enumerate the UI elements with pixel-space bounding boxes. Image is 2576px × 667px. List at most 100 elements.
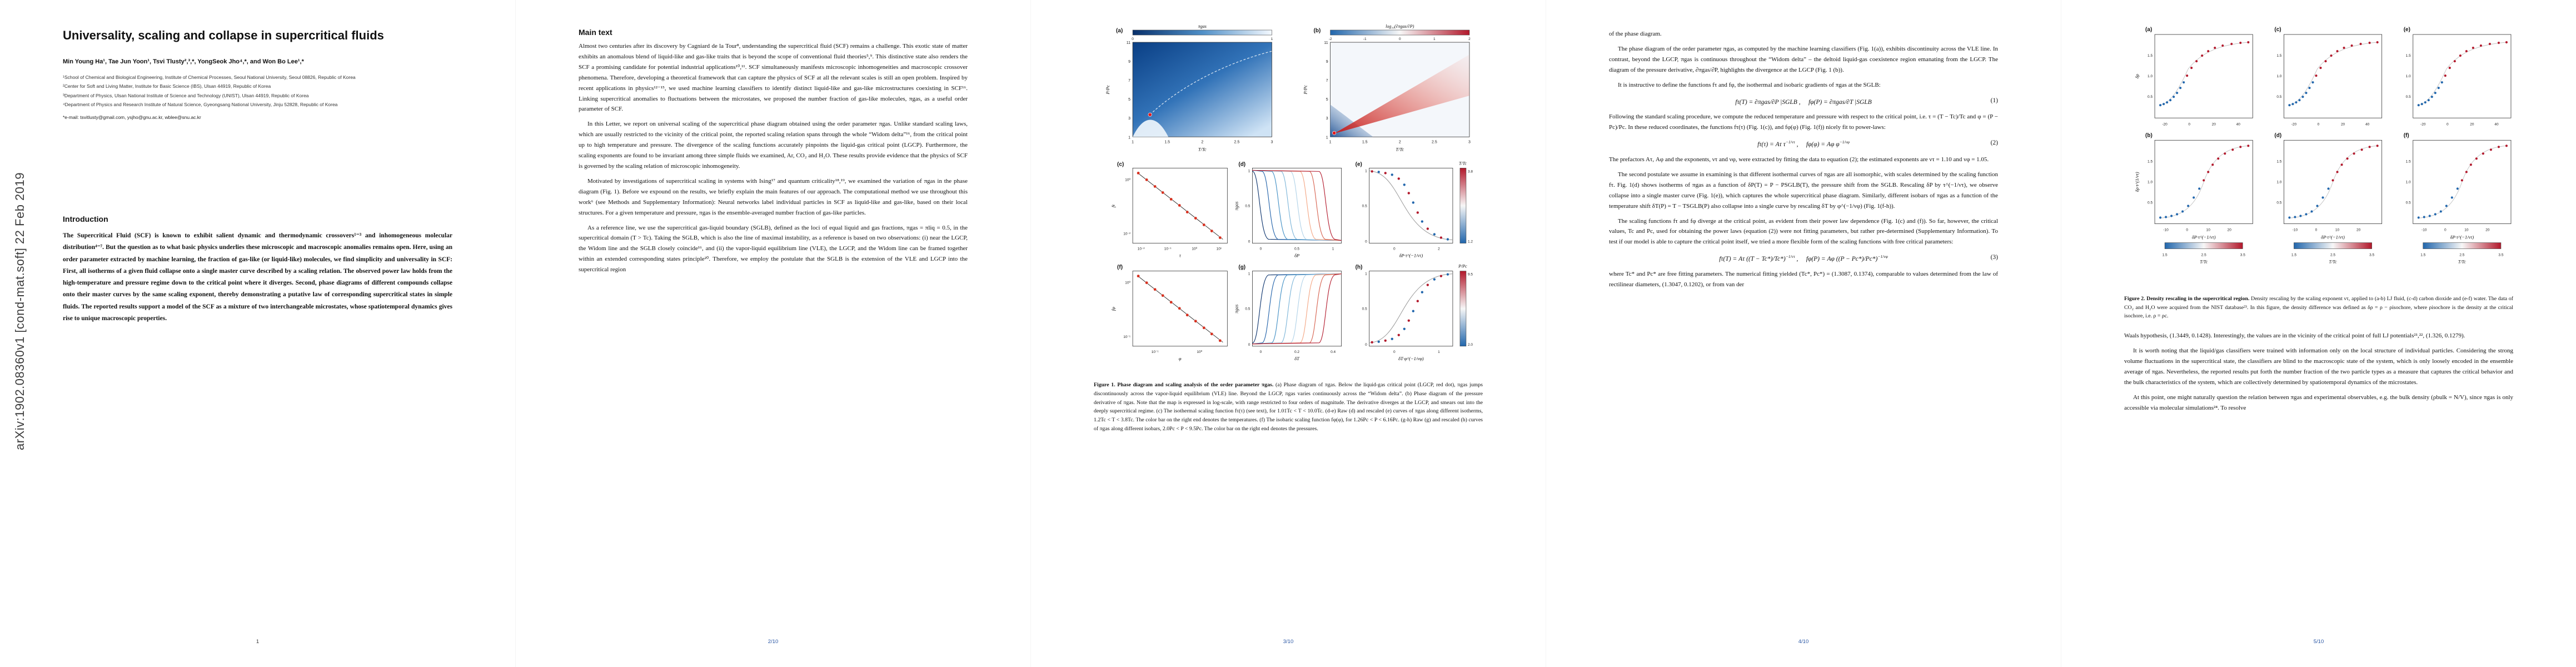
axis-tick-label: -10 (2293, 228, 2298, 232)
collapsed-isotherms-panel (1369, 167, 1453, 243)
fig1-panel-g: (g) 1 0.5 (1233, 265, 1342, 361)
equation-2: fτ(τ) = Aτ τ−1/ντ , fφ(φ) = Aφ φ−1/νφ (2… (1609, 140, 1998, 148)
temperature-colorbar (2294, 242, 2372, 249)
axis-tick-label: 0 (1248, 343, 1250, 347)
y-axis-label: πgas (1233, 304, 1239, 313)
axis-tick-label: 1.0 (2406, 74, 2411, 78)
colorbar (1132, 29, 1272, 36)
axis-tick-label: 0.5 (2406, 95, 2411, 99)
body-paragraph: As a reference line, we use the supercri… (579, 224, 968, 273)
colorbar-tick: 2.5 (2330, 253, 2335, 257)
section-heading-introduction: Introduction (63, 214, 108, 223)
axis-tick-label: 1 (1248, 272, 1250, 276)
body-paragraph: Waals hypothesis, (1.3449, 0.1428). Inte… (2124, 332, 2465, 340)
panel-letter: (e) (1356, 161, 1362, 167)
figure-1-block: (a) πgas 0 1 1 1.5 2 2.5 3 (1094, 22, 1483, 434)
axis-tick-label: 3 (1271, 140, 1273, 144)
axis-tick-label: 10⁰ (1125, 177, 1130, 182)
panel-letter: (c) (2274, 27, 2281, 33)
figure-1-caption-text: (a) Phase diagram of πgas. Below the liq… (1094, 381, 1483, 432)
body-paragraph: The scaling functions fτ and fφ diverge … (1609, 217, 1998, 246)
colorbar-tick: 2.5 (2201, 253, 2206, 257)
isobars-panel (1252, 271, 1342, 347)
axis-tick-label: 1 (1248, 169, 1250, 173)
body-paragraph: It is instructive to define the function… (1618, 81, 1881, 88)
colorbar-tick: 2.5 (2459, 253, 2464, 257)
colorbar-label: T/Tc (2200, 260, 2208, 265)
email-line: *e-mail: tsvitlusty@gmail.com, ysjho@gnu… (63, 114, 201, 120)
colorbar-tick: 1.5 (2163, 253, 2168, 257)
fig1-panel-b: (b) log₁₀(∂πgas/∂P) -2 -1 0 1 2 1 1.5 (1303, 24, 1471, 152)
axis-tick-label: 1 (1438, 350, 1440, 354)
panel-letter: (d) (1238, 161, 1245, 167)
equation-number: (3) (1990, 254, 1998, 261)
scatter-points (1371, 273, 1449, 344)
colorbar-tick: 2.0 (1468, 343, 1473, 347)
isobar-curves (1252, 273, 1342, 345)
fig1-panel-a: (a) πgas 0 1 1 1.5 2 2.5 3 (1105, 24, 1273, 152)
axis-tick-label: 2 (1399, 140, 1401, 144)
colorbar-label: T/Tc (2329, 260, 2337, 265)
affiliations: ¹School of Chemical and Biological Engin… (63, 74, 452, 109)
panel-letter: (c) (1117, 161, 1124, 167)
equation-text: , fφ(φ) = Aφ φ (1795, 141, 1840, 148)
temperature-colorbar (1459, 168, 1467, 243)
fig1-panel-c: (c) 10⁰ 10⁻² 10⁻² 10⁻¹ 10⁰ 10¹ τ fτ (1110, 161, 1228, 258)
axis-tick-label: 1.0 (2406, 180, 2411, 184)
axis-tick-label: 0 (1393, 350, 1396, 354)
colorbar-tick: -2 (1329, 37, 1332, 41)
axis-tick-label: 20 (2485, 228, 2490, 232)
body-paragraph: where Tc* and Pc* are free fitting param… (1609, 271, 1998, 288)
colorbar-label: P/Pc (1458, 264, 1467, 269)
colorbar-tick: 1.5 (2420, 253, 2425, 257)
axis-tick-label: 1.5 (2148, 160, 2153, 163)
x-axis-label: δT·φ^(−1/νφ) (1398, 356, 1424, 361)
page-1: arXiv:1902.08360v1 [cond-mat.soft] 22 Fe… (0, 0, 515, 667)
body-paragraph: Almost two centuries after its discovery… (579, 43, 968, 113)
panel-letter: (a) (1116, 28, 1123, 34)
panel-letter: (f) (1117, 265, 1123, 271)
x-axis-label: τ (1179, 253, 1182, 258)
x-axis-label: δP·τ^(−1/ντ) (2450, 235, 2474, 240)
axis-tick-label: 11 (1127, 41, 1130, 45)
colorbar-tick: 3.5 (2369, 253, 2374, 257)
widom-line (1149, 51, 1272, 115)
figure-1-caption-title: Figure 1. Phase diagram and scaling anal… (1094, 381, 1276, 388)
axis-tick-label: -20 (2420, 122, 2426, 126)
colorbar-tick: 9.5 (1468, 273, 1473, 277)
page-4: of the phase diagram. The phase diagram … (1546, 0, 2061, 667)
axis-tick-label: 1 (1332, 247, 1334, 251)
axis-tick-label: 9 (1128, 60, 1130, 64)
body-paragraph: of the phase diagram. (1609, 31, 1662, 37)
axis-tick-label: 1.0 (2276, 74, 2281, 78)
axis-tick-label: 7 (1128, 79, 1130, 83)
fig1-panel-d: (d) 1 0.5 (1233, 161, 1342, 258)
axis-tick-label: 0.5 (1362, 307, 1367, 311)
axis-tick-label: 0.2 (1294, 350, 1299, 354)
axis-tick-label: 0.5 (2276, 95, 2281, 99)
temperature-colorbar (2164, 242, 2243, 249)
equation-text: fτ(T) = ∂πgas/∂P |SGLB (1735, 98, 1797, 106)
panel-letter: (b) (2145, 132, 2153, 138)
y-axis-label: πgas (1233, 201, 1239, 211)
axis-tick-label: 10¹ (1217, 247, 1222, 251)
page-number: 1 (256, 639, 260, 645)
colorbar (1330, 29, 1470, 36)
axis-tick-label: 0 (1365, 240, 1367, 244)
axis-tick-label: 1 (1329, 140, 1332, 144)
y-axis-label: fφ (1110, 307, 1116, 311)
x-axis-label: φ (1179, 356, 1182, 361)
axis-tick-label: 1.5 (2276, 160, 2281, 163)
axis-tick-label: 10⁰ (1192, 247, 1197, 251)
axis-tick-label: 11 (1324, 41, 1328, 45)
affiliation: ¹School of Chemical and Biological Engin… (63, 74, 356, 80)
axis-tick-label: 10 (2335, 228, 2340, 232)
colorbar-label: T/Tc (2458, 260, 2466, 265)
panel-letter: (f) (2404, 132, 2409, 138)
figure-2-block: (a) 1.5 1.0 0.5 -20 0 20 40 δρ (b) (2124, 22, 2513, 321)
master-curve (1369, 273, 1453, 344)
axis-tick-label: 1.5 (1164, 140, 1170, 144)
axis-tick-label: 1 (1128, 136, 1130, 140)
scatter-points (1137, 171, 1222, 240)
